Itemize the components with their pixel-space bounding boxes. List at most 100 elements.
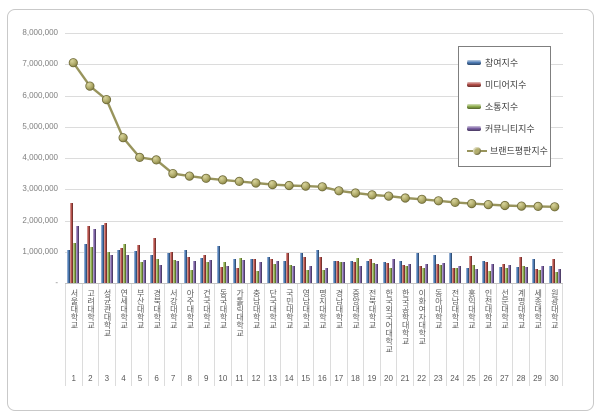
category-cell: 서강대학교 7 [165, 284, 182, 386]
category-cell: 서울대학교 1 [65, 284, 83, 386]
bar-커뮤니티지수 [325, 268, 329, 283]
category-cell: 가톨릭대학교 11 [232, 284, 249, 386]
bar-커뮤니티지수 [242, 260, 246, 283]
bar-커뮤니티지수 [424, 263, 428, 283]
bar-커뮤니티지수 [76, 226, 80, 283]
category-label: 명지대학교 [318, 289, 328, 329]
bar-커뮤니티지수 [507, 265, 511, 283]
bar-참여지수 [183, 249, 187, 283]
category-label: 동국대학교 [219, 289, 229, 329]
bar-미디어지수 [369, 258, 373, 283]
category-cell: 계명대학교 28 [513, 284, 530, 386]
rank-label: 27 [499, 374, 509, 383]
rank-label: 18 [350, 374, 360, 383]
bar-커뮤니티지수 [458, 265, 462, 283]
bar-소통지수 [405, 266, 409, 283]
category-cell: 단국대학교 13 [265, 284, 282, 386]
line-marker [234, 176, 244, 186]
category-label: 아주대학교 [185, 289, 195, 329]
category-cell: 중앙대학교 18 [348, 284, 365, 386]
bar-소통지수 [189, 270, 193, 283]
bar-커뮤니티지수 [159, 265, 163, 283]
bar-참여지수 [349, 261, 353, 283]
gridline [65, 220, 563, 222]
bar-커뮤니티지수 [541, 265, 545, 283]
bar-소통지수 [139, 261, 143, 283]
category-label: 단국대학교 [268, 289, 278, 329]
bar-커뮤니티지수 [474, 269, 478, 283]
bar-커뮤니티지수 [225, 265, 229, 283]
category-cell: 선문대학교 27 [497, 284, 514, 386]
bar-미디어지수 [435, 263, 439, 283]
bar-참여지수 [382, 261, 386, 283]
bar-커뮤니티지수 [142, 260, 146, 283]
bar-소통지수 [554, 272, 558, 283]
rank-label: 6 [154, 374, 159, 383]
bar-미디어지수 [153, 238, 157, 283]
y-axis-label: 8,000,000 [22, 28, 58, 37]
gridline [65, 33, 563, 34]
legend-bar-swatch-icon [467, 103, 481, 109]
bar-소통지수 [172, 260, 176, 283]
rank-label: 3 [104, 374, 110, 383]
category-label: 경남대학교 [334, 289, 344, 329]
gridline [65, 251, 563, 253]
bar-소통지수 [438, 264, 442, 283]
legend-bar-swatch-icon [467, 81, 481, 87]
category-label: 한국공학대학교 [401, 289, 411, 345]
legend-label: 브랜드평판지수 [490, 146, 548, 157]
bar-참여지수 [299, 253, 303, 283]
bar-커뮤니티지수 [192, 261, 196, 283]
rank-label: 1 [71, 374, 76, 383]
rank-label: 19 [367, 374, 377, 383]
bar-참여지수 [283, 260, 287, 283]
line-marker [218, 175, 228, 185]
category-cell: 경북대학교 6 [149, 284, 166, 386]
category-cell: 홍익대학교 25 [464, 284, 481, 386]
category-label: 세종대학교 [533, 289, 543, 329]
rank-label: 5 [137, 374, 143, 383]
category-label: 이화여자대학교 [417, 289, 427, 345]
bar-커뮤니티지수 [209, 259, 213, 283]
category-cell: 건국대학교 9 [199, 284, 216, 386]
rank-label: 30 [549, 374, 559, 383]
line-marker [400, 193, 410, 203]
category-cell: 아주대학교 8 [182, 284, 199, 386]
bar-커뮤니티지수 [391, 259, 395, 283]
bar-참여지수 [532, 258, 536, 283]
category-label: 연세대학교 [119, 289, 129, 329]
legend-item-brand-reputation: 브랜드평판지수 [459, 142, 550, 160]
bar-미디어지수 [219, 266, 223, 283]
rank-label: 17 [334, 374, 344, 383]
bar-미디어지수 [252, 258, 256, 283]
bar-참여지수 [498, 267, 502, 283]
bar-참여지수 [249, 258, 253, 283]
bar-소통지수 [455, 268, 459, 283]
line-marker [384, 191, 394, 201]
bar-미디어지수 [468, 255, 472, 283]
bar-미디어지수 [535, 269, 539, 283]
category-label: 계명대학교 [517, 289, 527, 329]
line-marker [151, 155, 161, 165]
bar-미디어지수 [302, 257, 306, 283]
rank-label: 15 [301, 374, 311, 383]
category-cell: 동국대학교 10 [215, 284, 232, 386]
rank-label: 2 [88, 374, 93, 383]
category-label: 원광대학교 [550, 289, 560, 329]
rank-label: 20 [384, 374, 393, 383]
bar-참여지수 [366, 261, 370, 283]
line-marker [184, 171, 195, 181]
line-marker [367, 190, 377, 200]
bar-소통지수 [305, 270, 309, 283]
brand-reputation-line [68, 58, 560, 212]
bar-소통지수 [471, 264, 475, 283]
y-axis: 8,000,000 7,000,000 6,000,000 5,000,000 4,00… [0, 0, 58, 300]
category-cell: 인천대학교 26 [480, 284, 497, 386]
rank-label: 22 [417, 374, 427, 383]
line-marker [135, 152, 145, 163]
rank-label: 16 [317, 374, 327, 383]
bar-소통지수 [255, 271, 259, 283]
bar-미디어지수 [551, 259, 555, 283]
bar-참여지수 [67, 249, 71, 283]
